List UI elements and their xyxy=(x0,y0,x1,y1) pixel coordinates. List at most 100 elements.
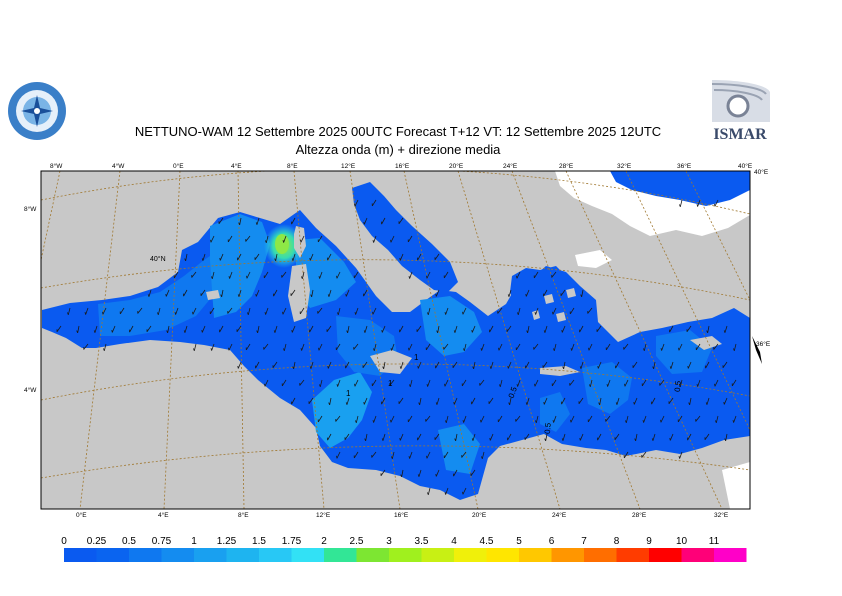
wave-direction-arrow xyxy=(254,253,260,260)
wave-direction-arrowhead xyxy=(435,402,438,405)
wave-direction-arrowhead xyxy=(391,456,393,459)
wave-direction-arrowhead xyxy=(319,384,321,387)
wave-direction-arrowhead xyxy=(643,348,645,351)
wave-direction-arrow xyxy=(471,397,476,405)
lon-label-top: 16°E xyxy=(395,162,410,170)
wave-direction-arrowhead xyxy=(579,366,582,369)
wave-direction-arrow xyxy=(246,271,251,279)
wave-direction-arrow xyxy=(652,433,656,441)
lon-label-bottom: 24°E xyxy=(552,511,567,519)
wave-direction-arrow xyxy=(200,289,206,296)
wave-direction-arrowhead xyxy=(301,276,303,279)
wave-direction-arrow xyxy=(499,379,503,387)
wave-direction-arrow xyxy=(597,361,602,369)
legend-label: 10 xyxy=(676,536,688,547)
wave-direction-arrowhead xyxy=(516,384,518,387)
wave-direction-arrow xyxy=(167,325,170,333)
wave-direction-arrowhead xyxy=(471,438,474,441)
wave-direction-arrow xyxy=(373,415,377,423)
wave-direction-arrow xyxy=(409,451,413,459)
wave-direction-arrowhead xyxy=(454,438,457,442)
wave-direction-arrow xyxy=(543,289,548,297)
lon-label-bottom: 16°E xyxy=(394,511,409,519)
wave-direction-arrowhead xyxy=(481,456,483,459)
wave-direction-arrow xyxy=(635,433,638,441)
wave-direction-arrow xyxy=(146,325,152,332)
legend-label: 11 xyxy=(709,536,720,547)
wave-direction-arrowhead xyxy=(606,384,608,387)
wave-direction-arrow xyxy=(301,343,305,351)
legend-color-box xyxy=(681,548,714,562)
lon-label-bottom: 8°E xyxy=(238,511,249,519)
wave-direction-arrow xyxy=(319,271,323,279)
wave-direction-arrow xyxy=(265,307,269,315)
wave-direction-arrow xyxy=(417,361,422,369)
wave-direction-arrow xyxy=(444,379,449,387)
wave-direction-arrow xyxy=(229,271,233,279)
wave-direction-arrows xyxy=(56,199,737,495)
wave-direction-arrow xyxy=(434,433,440,440)
wave-direction-arrow xyxy=(633,397,638,405)
wave-direction-arrow xyxy=(659,379,665,386)
wave-direction-arrow xyxy=(371,451,377,458)
wave-direction-arrow xyxy=(462,487,467,495)
wave-direction-arrow xyxy=(426,271,431,279)
wave-direction-arrow xyxy=(517,307,521,315)
wave-direction-arrow xyxy=(353,271,359,279)
wave-direction-arrow xyxy=(462,307,467,315)
wave-direction-arrow xyxy=(426,451,431,459)
wave-direction-arrow xyxy=(329,397,332,405)
wave-direction-arrow xyxy=(689,397,692,405)
wave-direction-arrow xyxy=(257,325,260,333)
legend-color-box xyxy=(519,548,552,562)
wave-direction-arrow xyxy=(643,343,647,351)
wave-direction-arrowhead xyxy=(84,312,86,315)
wave-direction-arrowhead xyxy=(166,330,169,334)
wave-direction-arrowhead xyxy=(337,312,339,315)
wave-direction-arrowhead xyxy=(669,366,672,369)
wave-direction-arrow xyxy=(695,343,701,351)
wave-zone-light xyxy=(210,214,270,318)
wave-direction-arrow xyxy=(399,253,404,261)
lat-label-40n: 40°N xyxy=(150,255,166,263)
wave-direction-arrow xyxy=(345,289,350,297)
wave-direction-arrow xyxy=(461,451,467,458)
wave-direction-arrowhead xyxy=(327,294,330,297)
wave-direction-arrow xyxy=(535,415,539,423)
wave-direction-arrowhead xyxy=(291,258,294,261)
wave-direction-arrow xyxy=(480,415,485,423)
wave-direction-arrow xyxy=(488,397,494,404)
wave-direction-arrowhead xyxy=(732,420,734,423)
wave-direction-arrow xyxy=(624,379,629,387)
lon-label-top: 28°E xyxy=(559,162,574,170)
wave-direction-arrowhead xyxy=(201,258,204,261)
wave-direction-arrow xyxy=(382,433,386,441)
wave-direction-arrowhead xyxy=(444,492,446,495)
wave-direction-arrow xyxy=(417,433,422,441)
wave-direction-arrow xyxy=(517,379,521,387)
wave-direction-arrow xyxy=(614,433,620,440)
wave-direction-arrow xyxy=(272,361,278,368)
wave-direction-arrowhead xyxy=(544,438,547,442)
lon-label-top: 8°E xyxy=(287,162,298,170)
wave-direction-arrow xyxy=(409,379,413,387)
wave-direction-arrowhead xyxy=(418,402,421,406)
wave-direction-arrow xyxy=(292,253,296,261)
wave-zone-light xyxy=(296,238,356,308)
wave-direction-arrowhead xyxy=(445,420,447,423)
lat-label-left: 8°W xyxy=(24,205,37,213)
wave-direction-arrowhead xyxy=(679,384,681,387)
wave-direction-arrowhead xyxy=(408,276,410,279)
wave-direction-arrowhead xyxy=(426,384,428,387)
lon-label-bottom: 4°E xyxy=(158,511,169,519)
legend-label: 0 xyxy=(61,536,67,547)
wave-direction-arrow xyxy=(192,307,197,315)
wave-direction-arrow xyxy=(443,271,449,279)
wave-direction-arrow xyxy=(445,307,449,315)
wave-direction-arrow xyxy=(516,271,521,279)
wave-direction-arrowhead xyxy=(678,456,680,459)
wave-direction-arrowhead xyxy=(543,330,546,333)
contour-label: 1 xyxy=(388,379,393,388)
wave-direction-arrow xyxy=(669,325,674,333)
wave-direction-arrow xyxy=(263,271,269,279)
